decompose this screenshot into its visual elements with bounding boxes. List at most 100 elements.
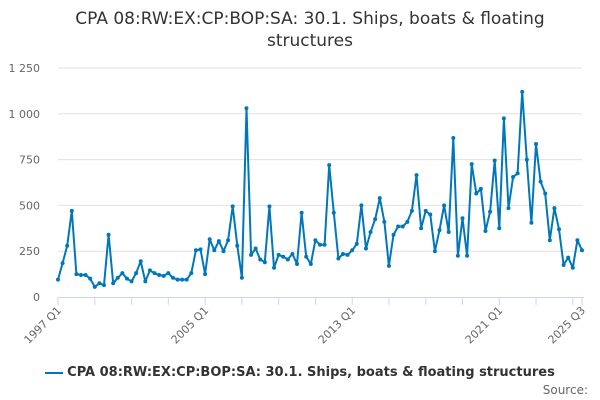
data-point bbox=[442, 203, 447, 208]
data-point bbox=[157, 273, 162, 278]
data-point bbox=[520, 89, 525, 94]
data-point bbox=[267, 204, 272, 209]
data-point bbox=[446, 229, 451, 234]
data-point bbox=[400, 224, 405, 229]
data-point bbox=[258, 257, 263, 262]
data-point bbox=[83, 273, 88, 278]
chart-title: CPA 08:RW:EX:CP:BOP:SA: 30.1. Ships, boa… bbox=[75, 9, 545, 51]
data-point bbox=[239, 275, 244, 280]
data-point bbox=[97, 281, 102, 286]
data-point bbox=[557, 227, 562, 232]
x-tick-label: 2013 Q1 bbox=[316, 304, 359, 347]
x-tick-label: 2025 Q3 bbox=[546, 304, 589, 347]
data-point bbox=[428, 212, 433, 217]
y-tick-label: 750 bbox=[19, 154, 40, 167]
data-point bbox=[396, 224, 401, 229]
data-point bbox=[290, 251, 295, 256]
data-point bbox=[74, 272, 79, 277]
data-point bbox=[221, 249, 226, 254]
data-point bbox=[56, 277, 60, 282]
data-point bbox=[166, 271, 171, 276]
data-point bbox=[147, 268, 152, 273]
data-point bbox=[276, 252, 281, 257]
data-point bbox=[207, 237, 212, 242]
data-point bbox=[235, 243, 240, 248]
data-point bbox=[69, 208, 74, 213]
data-point bbox=[175, 277, 180, 282]
data-point bbox=[134, 271, 139, 276]
data-point bbox=[249, 252, 254, 257]
data-point bbox=[538, 179, 543, 184]
data-point bbox=[386, 263, 391, 268]
data-point bbox=[92, 284, 97, 289]
legend[interactable]: CPA 08:RW:EX:CP:BOP:SA: 30.1. Ships, boa… bbox=[0, 365, 600, 380]
data-point bbox=[138, 259, 143, 264]
x-tick-label: 2021 Q1 bbox=[463, 304, 506, 347]
data-point bbox=[60, 261, 65, 266]
data-point bbox=[414, 173, 419, 178]
data-point bbox=[465, 253, 470, 258]
data-point bbox=[124, 276, 129, 281]
data-point bbox=[501, 116, 506, 121]
data-point bbox=[308, 262, 313, 267]
data-point bbox=[451, 135, 456, 140]
data-point bbox=[331, 210, 336, 215]
data-point bbox=[180, 277, 185, 282]
data-point bbox=[409, 208, 414, 213]
series-line bbox=[57, 90, 583, 288]
data-point bbox=[432, 249, 437, 254]
data-point bbox=[65, 243, 70, 248]
data-point bbox=[419, 226, 424, 231]
y-tick-label: 500 bbox=[19, 199, 40, 212]
data-point bbox=[543, 191, 548, 196]
data-point bbox=[111, 281, 116, 286]
data-point bbox=[524, 157, 529, 162]
data-point bbox=[455, 253, 460, 258]
data-point bbox=[575, 238, 580, 243]
data-point bbox=[515, 171, 520, 176]
data-point bbox=[152, 271, 157, 276]
data-point bbox=[478, 186, 483, 191]
data-point bbox=[373, 217, 378, 222]
data-point bbox=[198, 247, 203, 252]
data-point bbox=[566, 255, 571, 260]
data-point bbox=[345, 252, 350, 257]
data-point bbox=[469, 162, 474, 167]
data-point bbox=[511, 175, 516, 180]
data-point bbox=[216, 239, 221, 244]
data-point bbox=[488, 209, 493, 214]
data-point bbox=[212, 248, 217, 253]
data-point bbox=[184, 277, 189, 282]
data-point bbox=[534, 142, 539, 147]
data-point bbox=[460, 216, 465, 221]
data-point bbox=[322, 242, 327, 247]
data-point bbox=[382, 219, 387, 224]
data-point bbox=[368, 229, 373, 234]
data-point bbox=[327, 163, 332, 168]
data-point bbox=[552, 206, 557, 211]
y-tick-label: 1 250 bbox=[9, 62, 41, 75]
data-point bbox=[106, 232, 111, 237]
source-label: Source: bbox=[542, 383, 588, 397]
data-point bbox=[483, 229, 488, 234]
data-point bbox=[506, 206, 511, 211]
data-point bbox=[313, 238, 318, 243]
data-point bbox=[340, 251, 345, 256]
data-point bbox=[203, 272, 208, 277]
data-point bbox=[561, 262, 566, 267]
data-point bbox=[281, 254, 286, 259]
data-point bbox=[295, 262, 300, 267]
data-point bbox=[285, 257, 290, 262]
data-point bbox=[115, 275, 120, 280]
data-point bbox=[377, 196, 382, 201]
data-point bbox=[350, 248, 355, 253]
data-point bbox=[570, 265, 575, 270]
data-point bbox=[580, 248, 584, 253]
data-point bbox=[497, 226, 502, 231]
y-tick-label: 0 bbox=[33, 291, 40, 304]
data-point bbox=[272, 265, 277, 270]
data-point bbox=[244, 106, 249, 111]
data-point bbox=[230, 204, 235, 209]
data-point bbox=[492, 158, 497, 163]
